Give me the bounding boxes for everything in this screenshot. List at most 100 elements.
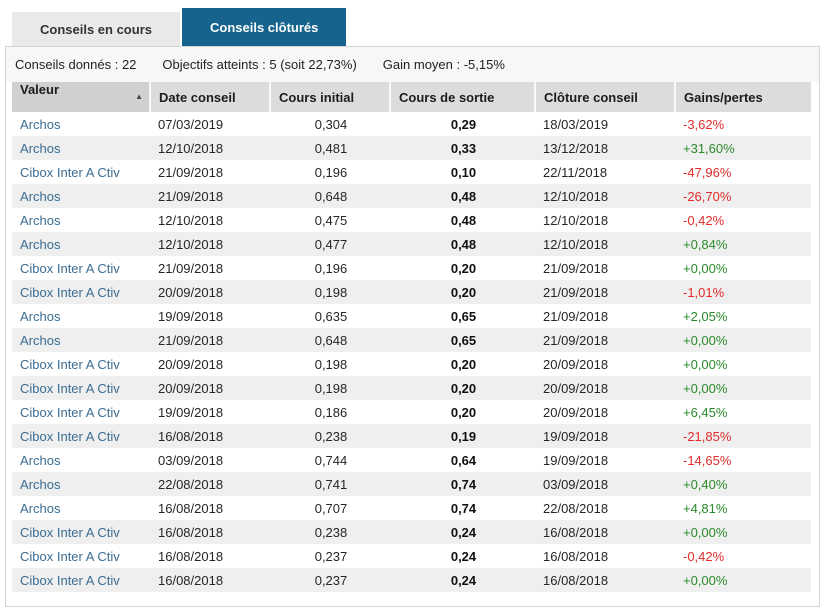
- cours-de-sortie-cell: 0,65: [450, 308, 477, 324]
- cours-initial-cell: 0,648: [270, 328, 390, 352]
- sort-asc-icon: ▲: [135, 92, 143, 101]
- stock-link[interactable]: Archos: [20, 188, 61, 204]
- cours-de-sortie-cell: 0,65: [390, 328, 535, 352]
- column-header-cours-initial[interactable]: Cours initial: [269, 82, 390, 112]
- cours-de-sortie-cell: 0,20: [390, 280, 535, 304]
- date-conseil-cell: 16/08/2018: [158, 548, 224, 564]
- table-row: Archos 12/10/2018 0,481 0,33 13/12/2018 +31,6…: [12, 136, 811, 160]
- stock-link[interactable]: Archos: [20, 308, 61, 324]
- summary-conseils-donnes: Conseils donnés : 22: [15, 57, 137, 72]
- column-header-cloture-conseil[interactable]: Clôture conseil: [534, 82, 675, 112]
- stock-link[interactable]: Archos: [20, 140, 61, 156]
- cours-de-sortie-cell: 0,24: [390, 568, 535, 592]
- gains-pertes-cell: -1,01%: [675, 280, 811, 304]
- stock-link[interactable]: Archos: [20, 212, 61, 228]
- table-row: Archos 21/09/2018 0,648 0,65 21/09/2018 +0,00…: [12, 328, 811, 352]
- cloture-conseil-cell: 16/08/2018: [535, 520, 675, 544]
- summary-objectifs-atteints: Objectifs atteints : 5 (soit 22,73%): [162, 57, 357, 72]
- cloture-conseil-cell: 21/09/2018: [535, 328, 675, 352]
- stock-link[interactable]: Cibox Inter A Ctiv: [20, 428, 120, 444]
- date-conseil-cell: 21/09/2018: [150, 184, 270, 208]
- cours-initial-cell: 0,741: [270, 472, 390, 496]
- cloture-conseil-cell: 22/08/2018: [543, 500, 609, 516]
- stock-link[interactable]: Archos: [20, 332, 61, 348]
- cloture-conseil-cell: 20/09/2018: [543, 356, 609, 372]
- stock-link[interactable]: Cibox Inter A Ctiv: [20, 284, 120, 300]
- cloture-conseil-cell: 03/09/2018: [535, 472, 675, 496]
- column-header-cours-de-sortie[interactable]: Cours de sortie: [389, 82, 535, 112]
- date-conseil-cell: 12/10/2018: [150, 136, 270, 160]
- stock-link[interactable]: Cibox Inter A Ctiv: [20, 380, 120, 396]
- cours-de-sortie-cell: 0,19: [390, 424, 535, 448]
- tab-conseils-en-cours[interactable]: Conseils en cours: [12, 12, 180, 46]
- gains-pertes-cell: +6,45%: [683, 404, 728, 420]
- date-conseil-cell: 20/09/2018: [158, 356, 224, 372]
- stock-link[interactable]: Cibox Inter A Ctiv: [20, 164, 120, 180]
- valeur-cell: Cibox Inter A Ctiv: [12, 400, 150, 424]
- cloture-conseil-cell: 19/09/2018: [535, 424, 675, 448]
- cours-initial-cell: 0,475: [314, 212, 348, 228]
- table-row: Cibox Inter A Ctiv 16/08/2018 0,238 0,24 16/…: [12, 520, 811, 544]
- stock-link[interactable]: Archos: [20, 476, 61, 492]
- cours-initial-cell: 0,744: [314, 452, 348, 468]
- column-header-date-conseil[interactable]: Date conseil: [149, 82, 270, 112]
- table-row: Cibox Inter A Ctiv 21/09/2018 0,196 0,20 21/…: [12, 256, 811, 280]
- gains-pertes-cell: -0,42%: [683, 212, 725, 228]
- cloture-conseil-cell: 21/09/2018: [535, 280, 675, 304]
- cours-de-sortie-cell: 0,64: [450, 452, 477, 468]
- gains-pertes-cell: +0,00%: [675, 376, 811, 400]
- date-conseil-cell: 21/09/2018: [150, 328, 270, 352]
- stock-link[interactable]: Cibox Inter A Ctiv: [20, 404, 120, 420]
- stock-link[interactable]: Archos: [20, 500, 61, 516]
- stock-link[interactable]: Cibox Inter A Ctiv: [20, 524, 120, 540]
- gains-pertes-cell: +0,00%: [675, 520, 811, 544]
- date-conseil-cell: 19/09/2018: [158, 404, 224, 420]
- closed-advice-panel: Conseils donnés : 22 Objectifs atteints …: [5, 46, 820, 607]
- cours-de-sortie-cell: 0,20: [450, 404, 477, 420]
- column-header-valeur[interactable]: ▲ Valeur: [12, 82, 150, 112]
- tab-bar: Conseils en cours Conseils clôturés: [0, 0, 827, 46]
- table-row: Cibox Inter A Ctiv 19/09/2018 0,186 0,20 20/…: [12, 400, 811, 424]
- table-row: Cibox Inter A Ctiv 16/08/2018 0,237 0,24 16/…: [12, 568, 811, 592]
- stock-link[interactable]: Archos: [20, 236, 61, 252]
- valeur-cell: Archos: [12, 232, 150, 256]
- table-row: Archos 21/09/2018 0,648 0,48 12/10/2018 -26,7…: [12, 184, 811, 208]
- stock-link[interactable]: Cibox Inter A Ctiv: [20, 356, 120, 372]
- date-conseil-cell: 16/08/2018: [150, 424, 270, 448]
- gains-pertes-cell: -3,62%: [683, 116, 725, 132]
- cloture-conseil-cell: 20/09/2018: [535, 376, 675, 400]
- column-header-gains-pertes[interactable]: Gains/pertes: [674, 82, 811, 112]
- valeur-cell: Cibox Inter A Ctiv: [12, 160, 150, 184]
- table-row: Archos 12/10/2018 0,477 0,48 12/10/2018 +0,84…: [12, 232, 811, 256]
- stock-link[interactable]: Archos: [20, 452, 61, 468]
- cloture-conseil-cell: 18/03/2019: [543, 116, 609, 132]
- table-row: Archos 03/09/2018 0,744 0,64 19/09/2018 -14,6…: [12, 448, 811, 472]
- cloture-conseil-cell: 19/09/2018: [543, 452, 609, 468]
- cours-initial-cell: 0,481: [270, 136, 390, 160]
- table-row: Cibox Inter A Ctiv 16/08/2018 0,238 0,19 19/…: [12, 424, 811, 448]
- valeur-cell: Archos: [12, 448, 150, 472]
- gains-pertes-cell: +2,05%: [683, 308, 728, 324]
- gains-pertes-cell: +0,00%: [683, 260, 728, 276]
- cours-initial-cell: 0,196: [314, 260, 348, 276]
- cours-initial-cell: 0,707: [314, 500, 348, 516]
- valeur-cell: Cibox Inter A Ctiv: [12, 256, 150, 280]
- gains-pertes-cell: -14,65%: [683, 452, 732, 468]
- cours-de-sortie-cell: 0,24: [450, 548, 477, 564]
- gains-pertes-cell: +4,81%: [683, 500, 728, 516]
- table-row: Archos 12/10/2018 0,475 0,48 12/10/2018 -0,42…: [12, 208, 811, 232]
- stock-link[interactable]: Cibox Inter A Ctiv: [20, 260, 120, 276]
- stock-link[interactable]: Cibox Inter A Ctiv: [20, 548, 120, 564]
- stock-link[interactable]: Cibox Inter A Ctiv: [20, 572, 120, 588]
- stock-link[interactable]: Archos: [20, 116, 61, 132]
- valeur-cell: Archos: [12, 136, 150, 160]
- cours-de-sortie-cell: 0,74: [390, 472, 535, 496]
- valeur-cell: Cibox Inter A Ctiv: [12, 280, 150, 304]
- cloture-conseil-cell: 12/10/2018: [535, 184, 675, 208]
- valeur-cell: Cibox Inter A Ctiv: [12, 376, 150, 400]
- cours-initial-cell: 0,237: [314, 548, 348, 564]
- tab-conseils-clotures[interactable]: Conseils clôturés: [181, 8, 347, 46]
- gains-pertes-cell: -47,96%: [683, 164, 732, 180]
- cloture-conseil-cell: 12/10/2018: [535, 232, 675, 256]
- valeur-cell: Archos: [12, 112, 150, 136]
